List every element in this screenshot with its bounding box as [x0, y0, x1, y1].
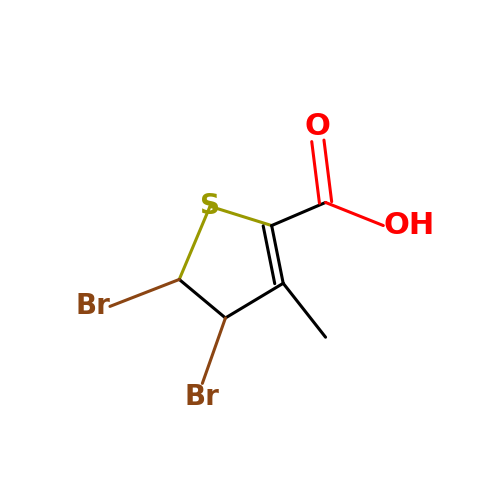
Text: S: S	[200, 192, 220, 220]
Text: Br: Br	[75, 292, 110, 320]
Text: O: O	[305, 112, 331, 141]
Text: OH: OH	[384, 211, 434, 240]
Text: Br: Br	[185, 384, 220, 411]
